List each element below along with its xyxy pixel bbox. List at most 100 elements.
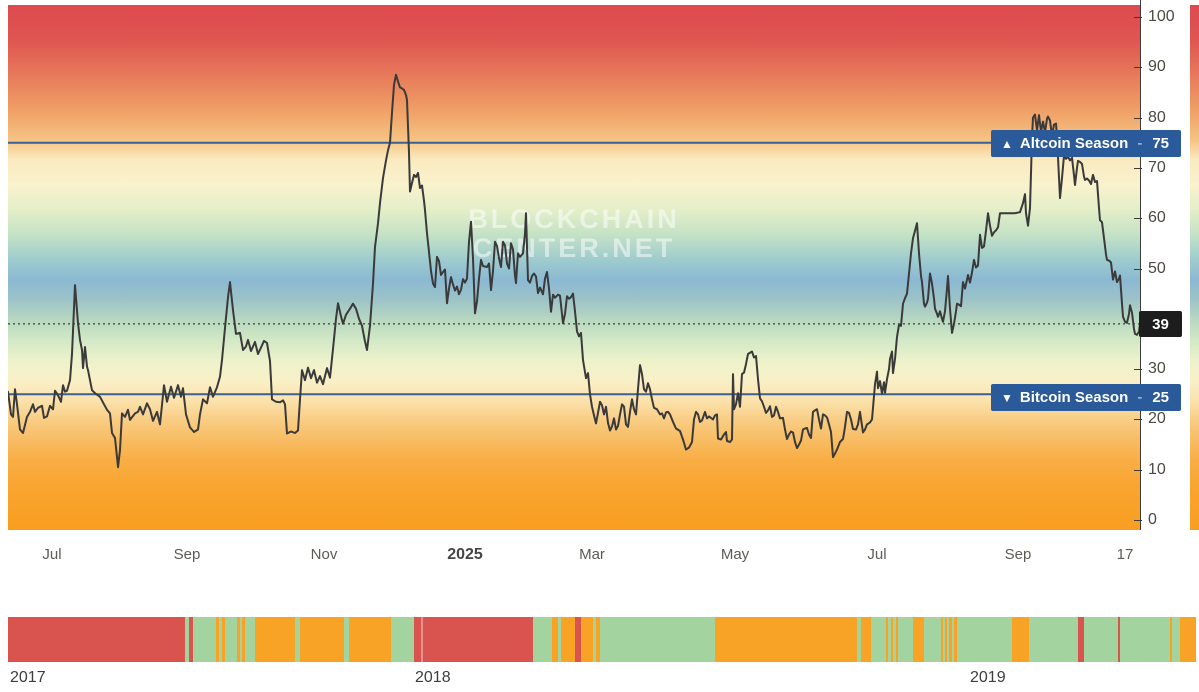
timeline-segment-G — [295, 617, 300, 662]
x-tick-label: Sep — [173, 546, 201, 563]
y-tick — [1134, 268, 1142, 270]
down-triangle-icon: ▼ — [1001, 390, 1013, 405]
timeline-segment-G — [857, 617, 861, 662]
year-label: 2017 — [10, 669, 46, 686]
x-tick-label: Jul — [42, 546, 62, 563]
timeline-segment-G — [871, 617, 886, 662]
timeline-segment-O — [913, 617, 924, 662]
timeline-segment-G — [1172, 617, 1180, 662]
timeline-segment-G — [1029, 617, 1078, 662]
y-tick-label: 0 — [1148, 511, 1157, 528]
timeline-segment-O — [896, 617, 898, 662]
y-tick-label: 30 — [1148, 360, 1166, 378]
badge-dash: - — [1137, 135, 1143, 152]
up-triangle-icon: ▲ — [1001, 136, 1013, 151]
timeline-segment-G — [185, 617, 189, 662]
timeline-segment-O — [349, 617, 391, 662]
x-tick-label: 2025 — [447, 546, 483, 563]
y-tick — [1134, 520, 1142, 521]
timeline-segment-O — [242, 617, 245, 662]
watermark: BLOCKCHAIN CENTER.NET — [468, 204, 680, 263]
timeline-segment-R — [8, 617, 185, 662]
timeline-segment-G — [193, 617, 216, 662]
timeline-segment-O — [596, 617, 600, 662]
y-tick-label: 100 — [1148, 8, 1175, 25]
timeline-segment-O — [715, 617, 857, 662]
timeline-segment-O — [891, 617, 893, 662]
x-tick-label: Nov — [310, 546, 338, 563]
y-tick — [1134, 17, 1142, 18]
y-tick-label: 80 — [1148, 108, 1166, 126]
y-tick — [1134, 117, 1142, 119]
timeline-segment-O — [861, 617, 871, 662]
year-label: 2019 — [970, 669, 1006, 686]
year-label: 2018 — [415, 669, 451, 686]
y-tick-label: 70 — [1148, 158, 1166, 176]
timeline-segment-G — [344, 617, 349, 662]
altcoin-threshold-value: 75 — [1152, 135, 1169, 152]
y-tick-label: 10 — [1148, 460, 1166, 478]
x-tick-label: Mar — [579, 546, 605, 563]
bitcoin-season-badge: ▼ Bitcoin Season -25 — [991, 384, 1181, 411]
timeline-segment-O — [222, 617, 225, 662]
timeline-segment-G — [391, 617, 414, 662]
timeline-segment-G — [952, 617, 954, 662]
timeline-segment-R — [1078, 617, 1084, 662]
timeline-segment-R — [1118, 617, 1120, 662]
y-tick-label: 20 — [1148, 410, 1166, 428]
timeline-segment-O — [1180, 617, 1196, 662]
timeline-segment-O — [1012, 617, 1029, 662]
timeline-segment-O — [941, 617, 943, 662]
y-tick-label: 90 — [1148, 58, 1166, 76]
timeline-segment-G — [593, 617, 596, 662]
x-tick-label: Jul — [867, 546, 887, 563]
season-history-timeline[interactable] — [8, 617, 1196, 662]
timeline-segment-G — [533, 617, 552, 662]
timeline-segment-P — [421, 617, 423, 662]
timeline-segment-G — [219, 617, 222, 662]
timeline-segment-O — [949, 617, 952, 662]
y-tick — [1134, 369, 1142, 371]
index-series-line — [8, 73, 1140, 469]
y-axis-line — [1140, 0, 1141, 530]
x-tick-label: May — [720, 546, 750, 563]
y-tick — [1134, 218, 1142, 220]
timeline-segment-O — [300, 617, 344, 662]
bitcoin-season-label: Bitcoin Season — [1019, 389, 1129, 406]
badge-dash: - — [1137, 389, 1143, 406]
bitcoin-threshold-value: 25 — [1152, 389, 1169, 406]
timeline-segment-O — [581, 617, 593, 662]
y-tick-label: 50 — [1148, 259, 1166, 277]
y-tick-label: 60 — [1148, 209, 1166, 227]
timeline-segment-R — [414, 617, 421, 662]
y-tick — [1134, 67, 1142, 69]
timeline-segment-O — [216, 617, 219, 662]
timeline-segment-G — [924, 617, 941, 662]
timeline-segment-O — [954, 617, 957, 662]
timeline-segment-G — [225, 617, 237, 662]
timeline-segment-O — [945, 617, 947, 662]
altcoin-season-badge: ▲ Altcoin Season -75 — [991, 130, 1181, 157]
chart-svg — [8, 73, 1140, 469]
timeline-segment-G — [245, 617, 255, 662]
x-tick-label: 17 — [1116, 546, 1134, 563]
timeline-segment-G — [888, 617, 891, 662]
y-tick — [1134, 469, 1142, 471]
timeline-segment-O — [255, 617, 295, 662]
timeline-segment-O — [552, 617, 558, 662]
timeline-segment-G — [558, 617, 561, 662]
timeline-segment-R — [575, 617, 581, 662]
y-tick — [1134, 419, 1142, 421]
chart-plot-area[interactable]: BLOCKCHAIN CENTER.NET — [8, 5, 1140, 530]
timeline-segment-O — [1170, 617, 1172, 662]
timeline-segment-G — [957, 617, 1012, 662]
y-tick — [1134, 167, 1142, 169]
timeline-segment-G — [893, 617, 896, 662]
timeline-segment-G — [898, 617, 913, 662]
timeline-segment-G — [240, 617, 242, 662]
x-tick-label: Sep — [1004, 546, 1032, 563]
timeline-segment-G — [600, 617, 715, 662]
timeline-segment-R — [423, 617, 533, 662]
adjacent-panel-sliver — [1190, 5, 1199, 530]
